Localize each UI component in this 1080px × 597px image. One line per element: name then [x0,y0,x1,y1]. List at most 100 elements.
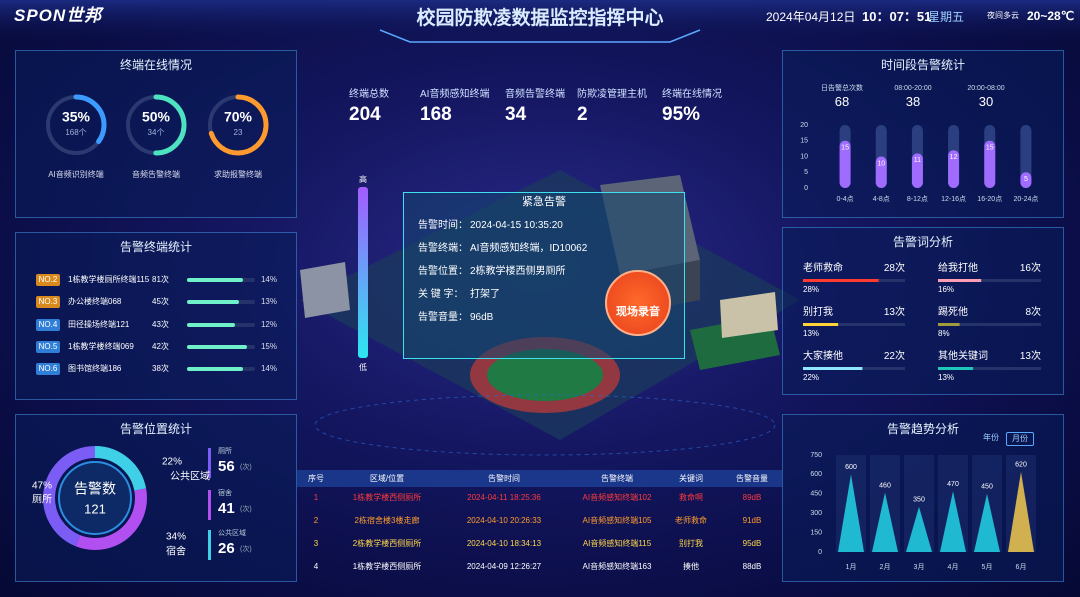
table-cell: AI音频感知终端105 [582,516,652,525]
cone [974,493,1000,552]
donut-segment [43,446,147,550]
ring-percent: 35% [62,109,91,125]
keyword-bar [938,367,974,370]
table-cell: 2024-04-11 18:25:36 [467,493,541,502]
legend-unit: (次) [240,546,252,553]
alarm-count: 43次 [152,320,169,329]
keyword-percent: 13% [803,329,820,338]
donut-glow [58,461,132,535]
keyword-count: 13次 [1019,351,1041,362]
x-tick-label: 2月 [880,563,891,571]
keyword: 大家揍他 [803,351,843,362]
value-label: 450 [981,484,993,491]
keyword-percent: 8% [938,329,950,338]
alarm-count: 81次 [152,275,169,284]
y-tick-label: 450 [810,491,822,498]
stat-label: 终端在线情况 [662,89,722,100]
value-label: 600 [845,464,857,471]
ring-arc [125,94,187,156]
y-tick-label: 0 [818,549,822,556]
summary-value: 68 [834,94,850,109]
alert-field-label: 告警位置： [418,266,468,277]
x-tick-label: 5月 [982,563,993,571]
time: 10：07：51 [862,9,932,24]
stat-value: 204 [349,104,381,125]
panel: 告警终端统计 [15,232,297,400]
x-tick-label: 6月 [1016,563,1027,571]
panel-title: 告警趋势分析 [886,422,959,436]
table-cell: 老师救命 [675,516,707,525]
temperature: 20~28℃ [1027,9,1075,23]
percent-label: 14% [261,364,277,373]
trend-toggle[interactable]: 月份 [1006,432,1034,446]
rank-badge: NO.5 [36,341,60,353]
table-header: 告警终端 [601,474,633,483]
weekday: 星期五 [928,10,965,24]
panel-title: 告警词分析 [892,235,953,249]
record-button[interactable]: 现场录音 [605,270,671,336]
legend-count: 41 [218,500,235,517]
bar-track [938,367,1041,370]
weather: 夜间多云 [987,11,1019,20]
keyword-count: 22次 [883,351,905,362]
stat-label: AI音频感知终端 [420,89,490,100]
stat-value: 95% [662,104,701,125]
cone [1008,471,1034,552]
x-tick-label: 3月 [914,563,925,571]
keyword-bar [938,279,982,282]
y-tick-label: 150 [810,529,822,536]
value-label: 15 [841,145,849,152]
table-cell: 91dB [742,516,762,525]
panel: 时间段告警统计 [782,50,1064,218]
keyword: 给我打他 [938,263,978,274]
table-cell: 3 [313,539,319,548]
summary-label: 日告警总次数 [821,85,863,92]
value-label: 350 [913,497,925,504]
donut-center-label: 告警数 [74,481,116,497]
legend-name: 厕所 [218,448,232,455]
table-header-bg [297,470,782,487]
segment-name: 公共区域 [170,470,210,483]
table-cell: 89dB [742,493,762,502]
trend-toggle[interactable]: 年份 [983,433,999,442]
percent-bar [187,367,243,371]
panel-title: 终端在线情况 [119,58,192,72]
table-cell: 2 [313,516,319,525]
terminal-name: 办公楼终端068 [68,297,122,306]
alert-field-value: 96dB [470,312,494,323]
keyword: 其他关键词 [938,351,988,362]
keyword-bar [803,367,863,370]
table-header: 告警音量 [736,474,768,483]
keyword: 踢死他 [938,307,968,318]
keyword-percent: 28% [803,285,820,294]
alert-field-value: 2栋教学楼西侧男厕所 [470,266,566,277]
alarm-count: 45次 [152,297,169,306]
ring-count: 168个 [65,128,86,137]
segment-percent: 47% [32,481,52,492]
x-tick-label: 4-8点 [873,195,890,203]
table-cell: AI音频感知终端163 [582,562,652,571]
alert-title: 紧急告警 [522,196,566,208]
table-cell: 95dB [742,539,762,548]
stat-value: 2 [577,104,588,125]
keyword-bar [803,279,879,282]
table-header: 序号 [308,474,324,483]
summary-value: 30 [978,94,994,109]
percent-bar [187,300,239,304]
bar [1020,172,1032,188]
y-tick-label: 750 [810,452,822,459]
summary-value: 38 [905,94,921,109]
table-cell: 救命啊 [679,493,703,502]
date: 2024年04月12日 [766,10,856,24]
bar-track [1020,125,1032,188]
bar [911,153,923,188]
x-tick-label: 4月 [948,563,959,571]
rank-badge: NO.4 [36,319,60,331]
table-cell: 1栋教学楼西侧厕所 [352,493,422,502]
x-tick-label: 20-24点 [1013,195,1038,203]
panel-title: 时间段告警统计 [880,58,965,72]
legend-swatch [208,448,211,478]
legend-unit: (次) [240,464,252,471]
percent-bar [187,278,243,282]
donut-total: 121 [84,501,106,516]
